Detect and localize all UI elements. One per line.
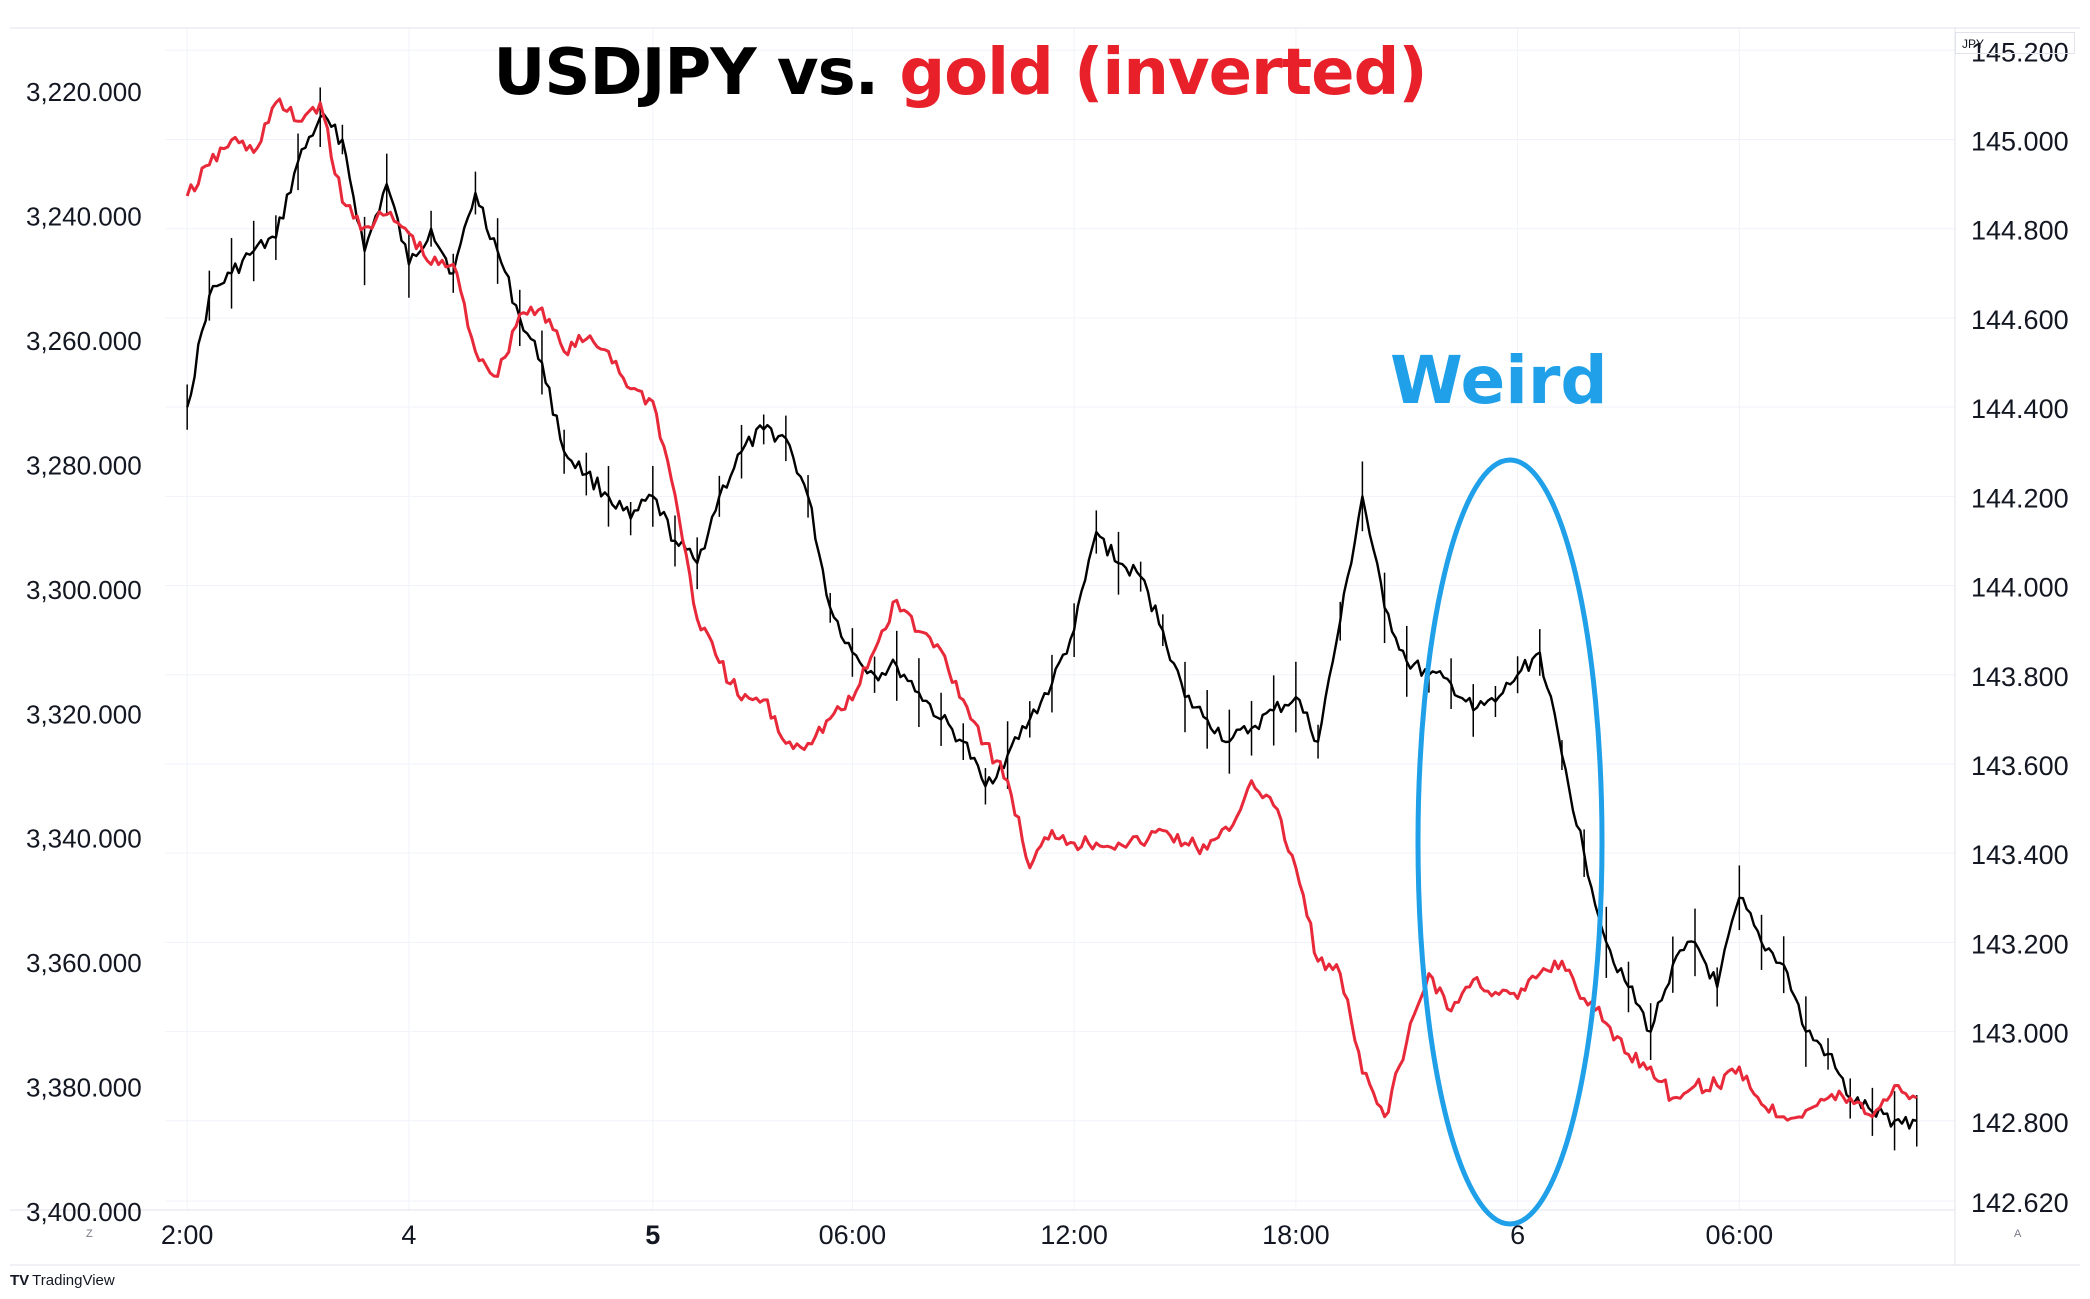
x-tick-label: 12:00 (1040, 1220, 1108, 1250)
left-tick-label: 3,220.000 (26, 77, 142, 107)
x-tick-label: 5 (645, 1220, 660, 1250)
grid-lines (165, 28, 1955, 1210)
weird-highlight-ellipse (1415, 457, 1605, 1227)
left-tick-label: 3,240.000 (26, 202, 142, 232)
right-tick-label: 143.600 (1971, 751, 2069, 781)
tradingview-logo-text: TradingView (32, 1272, 115, 1289)
gold-inverted-series-line (185, 97, 1918, 1122)
axis-frame (10, 27, 2080, 1266)
right-tick-label: 143.000 (1971, 1019, 2069, 1049)
right-tick-label: 144.200 (1971, 483, 2069, 513)
right-tick-label: 145.200 (1971, 37, 2069, 67)
right-tick-label: 143.800 (1971, 662, 2069, 692)
left-tick-label: 3,280.000 (26, 450, 142, 480)
chart-title-gold: gold (inverted) (899, 36, 1427, 110)
chart-title: USDJPY vs. gold (inverted) (0, 36, 1920, 110)
right-tick-label: 142.800 (1971, 1108, 2069, 1138)
right-tick-label: 145.000 (1971, 127, 2069, 157)
tradingview-logo[interactable]: TV TradingView (10, 1272, 115, 1289)
left-tick-label: 3,300.000 (26, 575, 142, 605)
x-tick-label: 18:00 (1262, 1220, 1330, 1250)
left-tick-label: 3,360.000 (26, 948, 142, 978)
x-tick-label: 06:00 (819, 1220, 887, 1250)
series-layer (185, 87, 1918, 1151)
x-tick-label: 4 (401, 1220, 416, 1250)
timezone-button[interactable]: Z (86, 1228, 93, 1240)
tradingview-logo-icon: TV (10, 1272, 30, 1289)
right-tick-label: 143.400 (1971, 840, 2069, 870)
right-tick-label: 144.800 (1971, 216, 2069, 246)
right-axis: 145.200 145.000 144.800 144.600 144.400 144.2… (1971, 37, 2069, 1218)
x-tick-label: 06:00 (1706, 1220, 1774, 1250)
right-tick-label: 142.620 (1971, 1188, 2069, 1218)
left-tick-label: 3,380.000 (26, 1073, 142, 1103)
right-tick-label: 144.400 (1971, 394, 2069, 424)
x-axis: 2:00 4 5 06:00 12:00 18:00 6 06:00 (161, 1220, 1773, 1250)
chart-title-usdjpy: USDJPY vs. (493, 36, 879, 110)
left-tick-label: 3,400.000 (26, 1197, 142, 1227)
x-tick-label: 6 (1510, 1220, 1525, 1250)
right-tick-label: 143.200 (1971, 929, 2069, 959)
left-tick-label: 3,320.000 (26, 699, 142, 729)
x-tick-label: 2:00 (161, 1220, 214, 1250)
right-tick-label: 144.600 (1971, 305, 2069, 335)
left-tick-label: 3,260.000 (26, 326, 142, 356)
left-axis: 3,220.000 3,240.000 3,260.000 3,280.000 3,30… (26, 77, 142, 1227)
right-tick-label: 144.000 (1971, 573, 2069, 603)
weird-annotation: Weird (1390, 342, 1608, 419)
left-tick-label: 3,340.000 (26, 824, 142, 854)
currency-label[interactable]: JPY (1955, 32, 2075, 54)
auto-scale-button[interactable]: A (2014, 1228, 2022, 1240)
